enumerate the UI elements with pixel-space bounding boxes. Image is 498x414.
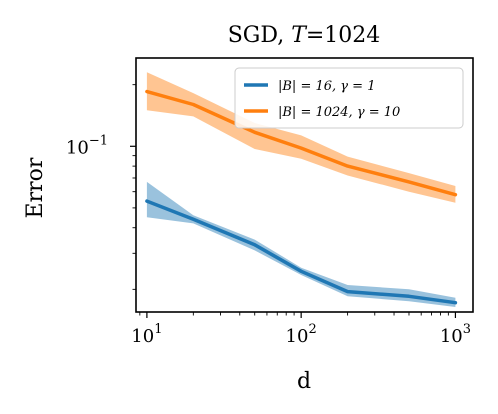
confidence-bands — [146, 72, 456, 307]
legend-label-1: |B| = 1024, γ = 10 — [278, 105, 400, 120]
y-tick-label-0: 10−1 — [66, 133, 108, 158]
y-axis-label: Error — [23, 157, 48, 218]
x-axis-ticks: 101 102 103 — [131, 312, 471, 347]
legend-box — [234, 67, 464, 129]
chart-title-suffix: =1024 — [306, 23, 380, 48]
legend-label-0: |B| = 16, γ = 1 — [278, 79, 375, 94]
series-band-1 — [146, 72, 456, 203]
x-tick-label-2: 103 — [440, 322, 471, 347]
chart-title-prefix: SGD, — [228, 23, 292, 48]
y-axis-ticks: 10−1 — [66, 84, 136, 290]
series-band-0 — [146, 181, 456, 307]
chart-title-variable: T — [291, 23, 308, 48]
legend: |B| = 16, γ = 1 |B| = 1024, γ = 10 — [234, 67, 464, 129]
x-axis-label: d — [297, 369, 311, 394]
plot-area — [145, 72, 458, 307]
chart-title: SGD, T=1024 — [228, 23, 381, 48]
x-tick-label-1: 102 — [286, 322, 317, 347]
axes-frame — [135, 57, 474, 313]
x-tick-label-0: 101 — [131, 322, 162, 347]
series-lines — [145, 89, 458, 305]
